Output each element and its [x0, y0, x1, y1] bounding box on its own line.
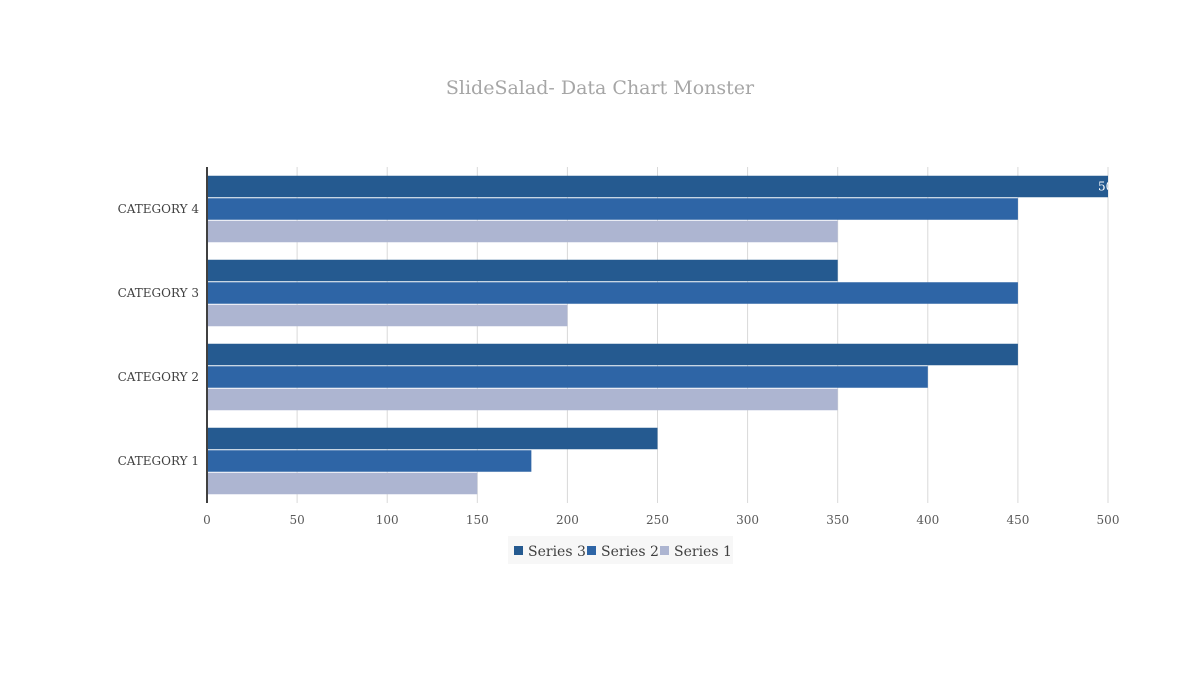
- bar-series-2-category-3: [207, 282, 1018, 304]
- legend-label: Series 3: [528, 544, 586, 560]
- x-tick-label-50: 50: [289, 513, 304, 527]
- bar-series-1-category-4: [207, 220, 838, 243]
- legend-swatch-series-1: [660, 546, 669, 555]
- x-tick-label-100: 100: [376, 513, 399, 527]
- legend-label: Series 1: [674, 544, 732, 560]
- x-tick-label-450: 450: [1006, 513, 1029, 527]
- data-label: 500: [1098, 180, 1121, 194]
- bar-series-3-category-4: [207, 175, 1108, 198]
- legend-swatch-series-3: [514, 546, 523, 555]
- category-label: CATEGORY 3: [118, 286, 199, 300]
- bar-series-3-category-3: [207, 259, 838, 282]
- bar-series-2-category-2: [207, 366, 928, 388]
- bar-series-1-category-1: [207, 472, 478, 495]
- bar-series-2-category-4: [207, 198, 1018, 220]
- x-tick-label-350: 350: [826, 513, 849, 527]
- chart-title: SlideSalad- Data Chart Monster: [446, 77, 755, 99]
- x-tick-label-200: 200: [556, 513, 579, 527]
- x-tick-label-250: 250: [646, 513, 669, 527]
- x-tick-label-500: 500: [1097, 513, 1120, 527]
- x-tick-label-0: 0: [203, 513, 211, 527]
- bar-series-3-category-2: [207, 343, 1018, 366]
- bar-series-3-category-1: [207, 427, 658, 450]
- x-tick-label-150: 150: [466, 513, 489, 527]
- bars: [207, 175, 1108, 495]
- legend-box: [508, 536, 733, 564]
- legend-swatch-series-2: [587, 546, 596, 555]
- category-label: CATEGORY 4: [118, 202, 200, 216]
- legend-label: Series 2: [601, 544, 659, 560]
- legend: Series 3 Series 2 Series 1: [508, 536, 733, 564]
- category-label: CATEGORY 1: [118, 454, 199, 468]
- bar-series-1-category-2: [207, 388, 838, 411]
- bar-series-1-category-3: [207, 304, 568, 327]
- axis-labels: 0 50 100 150 200 250 300 350 400 450 500 CATEGORY 1…: [118, 180, 1121, 528]
- category-label: CATEGORY 2: [118, 370, 199, 384]
- x-tick-label-400: 400: [916, 513, 939, 527]
- x-tick-label-300: 300: [736, 513, 759, 527]
- bar-series-2-category-1: [207, 450, 532, 472]
